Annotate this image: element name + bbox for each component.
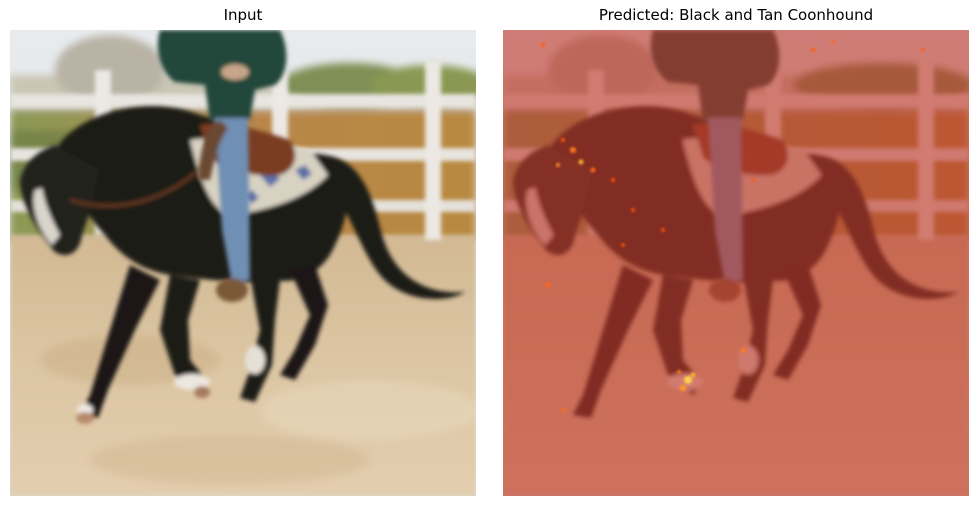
input-scene <box>10 30 476 496</box>
prediction-panel: Predicted: Black and Tan Coonhound <box>503 0 969 506</box>
horse-saliency-overlay <box>503 30 969 496</box>
input-image <box>10 30 476 496</box>
input-title: Input <box>223 6 263 24</box>
horse-photo <box>10 30 476 496</box>
saliency-scene <box>503 30 969 496</box>
prediction-title: Predicted: Black and Tan Coonhound <box>598 6 874 24</box>
heatmap-overlay <box>503 30 969 496</box>
attribution-hotspots <box>541 40 925 412</box>
saliency-image <box>503 30 969 496</box>
input-panel: Input <box>10 0 476 506</box>
